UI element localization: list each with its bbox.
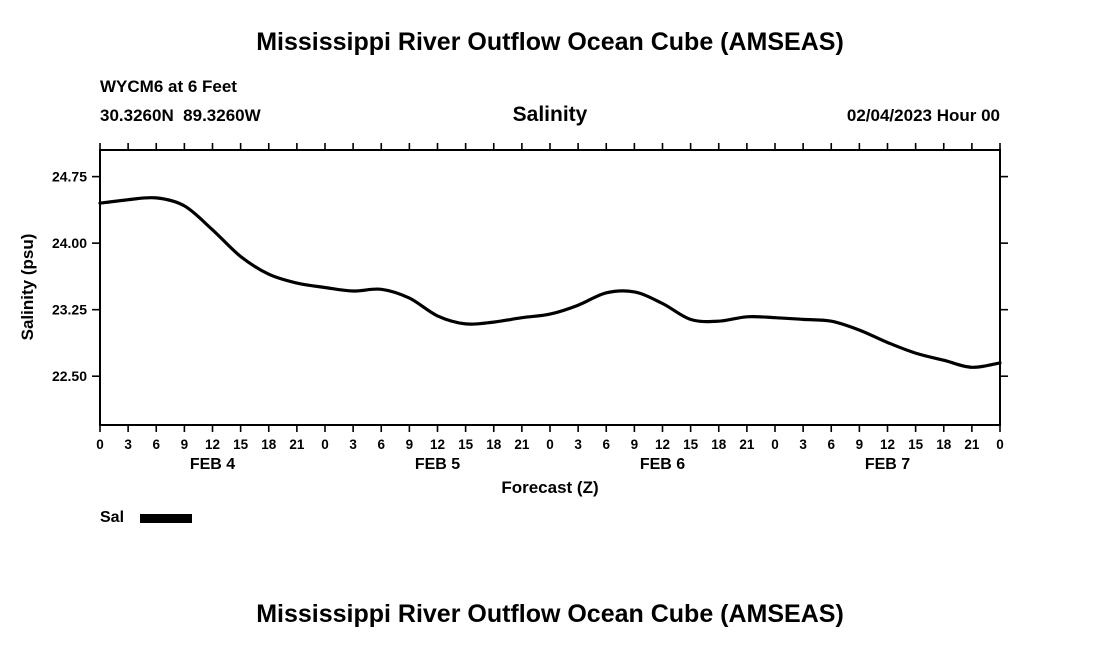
legend: Sal bbox=[100, 509, 193, 527]
x-tick-label: 12 bbox=[205, 437, 220, 452]
x-tick-label: 12 bbox=[430, 437, 445, 452]
x-tick-label: 0 bbox=[771, 437, 779, 452]
footer-title: Mississippi River Outflow Ocean Cube (AM… bbox=[256, 600, 844, 628]
x-tick-label: 0 bbox=[546, 437, 554, 452]
day-label: FEB 7 bbox=[865, 456, 910, 473]
x-tick-label: 15 bbox=[683, 437, 699, 452]
station-coordinates: 30.3260N 89.3260W bbox=[100, 106, 261, 125]
x-tick-label: 3 bbox=[349, 437, 357, 452]
x-tick-label: 9 bbox=[406, 437, 414, 452]
day-label: FEB 6 bbox=[640, 456, 685, 473]
x-tick-label: 21 bbox=[739, 437, 755, 452]
x-tick-label: 3 bbox=[574, 437, 582, 452]
x-tick-label: 21 bbox=[514, 437, 530, 452]
plot-box bbox=[99, 149, 1001, 426]
legend-series-label: Sal bbox=[100, 509, 125, 526]
x-tick-label: 0 bbox=[321, 437, 329, 452]
x-tick-label: 15 bbox=[458, 437, 474, 452]
x-tick-label: 18 bbox=[711, 437, 727, 452]
legend-line-swatch bbox=[140, 513, 193, 523]
y-tick-label: 24.75 bbox=[52, 169, 87, 185]
chart-title: Salinity bbox=[512, 103, 588, 126]
x-tick-label: 6 bbox=[602, 437, 610, 452]
x-tick-label: 0 bbox=[96, 437, 104, 452]
y-tick-label: 23.25 bbox=[52, 302, 87, 318]
x-tick-label: 3 bbox=[799, 437, 807, 452]
salinity-line bbox=[98, 196, 1002, 369]
x-tick-label: 6 bbox=[827, 437, 835, 452]
day-label: FEB 4 bbox=[190, 456, 235, 473]
x-tick-label: 9 bbox=[856, 437, 864, 452]
x-tick-label: 0 bbox=[996, 437, 1004, 452]
x-tick-label: 15 bbox=[233, 437, 249, 452]
x-tick-label: 9 bbox=[181, 437, 189, 452]
x-tick-label: 21 bbox=[289, 437, 305, 452]
x-axis-label: Forecast (Z) bbox=[501, 478, 599, 497]
x-tick-label: 6 bbox=[377, 437, 385, 452]
x-tick-label: 21 bbox=[964, 437, 980, 452]
x-tick-label: 6 bbox=[152, 437, 160, 452]
x-tick-label: 9 bbox=[631, 437, 639, 452]
x-tick-label: 18 bbox=[261, 437, 277, 452]
x-tick-label: 15 bbox=[908, 437, 924, 452]
y-tick-label: 22.50 bbox=[52, 368, 87, 384]
x-tick-label: 3 bbox=[124, 437, 132, 452]
x-tick-label: 18 bbox=[486, 437, 502, 452]
y-tick-label: 24.00 bbox=[52, 235, 87, 251]
x-tick-label: 12 bbox=[880, 437, 895, 452]
day-label: FEB 5 bbox=[415, 456, 460, 473]
x-tick-label: 12 bbox=[655, 437, 670, 452]
station-label: WYCM6 at 6 Feet bbox=[100, 77, 237, 96]
page-title: Mississippi River Outflow Ocean Cube (AM… bbox=[256, 28, 844, 56]
forecast-datetime: 02/04/2023 Hour 00 bbox=[846, 106, 1000, 125]
x-tick-label: 18 bbox=[936, 437, 952, 452]
